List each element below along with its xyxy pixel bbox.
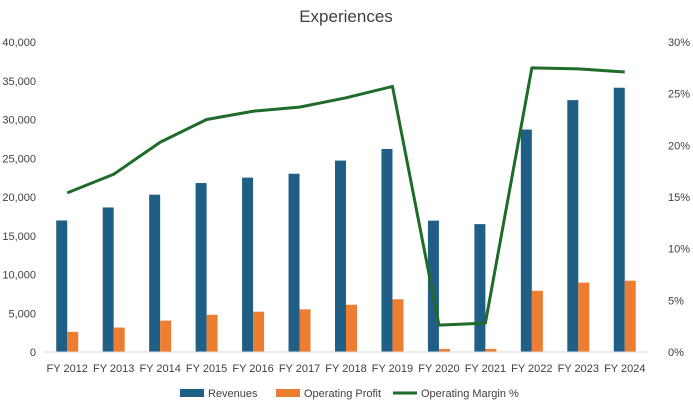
bar-operating-profit-3 [206,314,218,352]
bar-operating-profit-10 [531,290,543,352]
x-tick-label: FY 2024 [604,363,645,375]
bar-revenues-5 [288,173,300,352]
plot-area [44,66,648,353]
bar-revenues-0 [56,220,68,352]
bar-revenues-8 [427,220,439,352]
bar-operating-profit-6 [346,304,357,352]
left-tick-label: 40,000 [2,37,36,49]
bar-operating-profit-5 [299,309,311,352]
right-tick-label: 5% [668,295,684,307]
bar-operating-profit-4 [253,311,265,352]
left-tick-label: 5,000 [8,308,36,320]
left-axis: 0 5,000 10,000 15,000 20,000 25,000 30,000 35,0… [2,37,36,359]
legend-label: Operating Margin % [421,388,519,400]
line-operating-margin [66,66,625,327]
x-tick-label: FY 2014 [139,363,180,375]
bar-operating-profit-8 [438,348,450,352]
bar-revenues-7 [381,148,393,352]
bar-operating-profit-9 [485,348,497,352]
bar-revenues-3 [195,183,207,352]
bar-revenues-6 [335,160,346,352]
legend-swatch [276,389,300,397]
bar-operating-profit-7 [392,299,404,352]
left-tick-label: 35,000 [2,76,36,88]
bar-revenues-4 [242,177,254,352]
x-tick-label: FY 2022 [511,363,552,375]
left-tick-label: 20,000 [2,192,36,204]
right-tick-label: 10% [668,244,690,256]
x-tick-label: FY 2018 [325,363,366,375]
right-tick-label: 25% [668,89,690,101]
bar-operating-profit-0 [67,331,79,352]
x-tick-label: FY 2019 [372,363,413,375]
bar-revenues-12 [613,87,625,352]
chart-title: Experiences [299,7,393,26]
x-tick-label: FY 2020 [418,363,459,375]
right-tick-label: 30% [668,37,690,49]
legend-label: Revenues [208,388,258,400]
legend-swatch [180,389,204,397]
left-tick-label: 15,000 [2,231,36,243]
x-tick-label: FY 2016 [232,363,273,375]
legend: Revenues Operating Profit Operating Margin… [180,388,519,400]
legend-label: Operating Profit [304,388,381,400]
x-tick-label: FY 2013 [93,363,134,375]
left-tick-label: 30,000 [2,115,36,127]
right-tick-label: 15% [668,192,690,204]
bar-revenues-10 [520,129,532,352]
bar-operating-profit-12 [624,280,636,352]
bar-revenues-1 [102,207,114,352]
left-tick-label: 0 [30,347,36,359]
right-tick-label: 20% [668,140,690,152]
x-tick-label: FY 2021 [465,363,506,375]
left-tick-label: 10,000 [2,270,36,282]
left-tick-label: 25,000 [2,153,36,165]
right-tick-label: 0% [668,347,684,359]
x-tick-label: FY 2012 [47,363,88,375]
bar-revenues-11 [567,100,579,352]
right-axis: 0% 5% 10% 15% 20% 25% 30% [668,37,690,359]
bar-operating-profit-2 [160,320,172,352]
x-axis: FY 2012 FY 2013 FY 2014 FY 2015 FY 2016 FY 20… [47,363,646,375]
bar-revenues-2 [149,194,161,352]
bar-operating-profit-1 [113,327,125,352]
x-tick-label: FY 2023 [558,363,599,375]
x-tick-label: FY 2017 [279,363,320,375]
bar-revenues-9 [474,224,486,352]
bar-operating-profit-11 [578,282,590,352]
x-tick-label: FY 2015 [186,363,227,375]
